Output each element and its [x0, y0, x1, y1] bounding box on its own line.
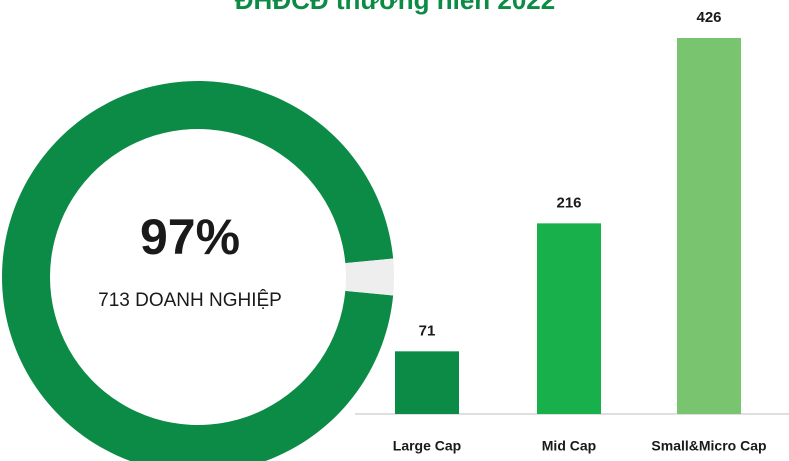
value-label: 426: [696, 9, 721, 26]
bar: [537, 223, 601, 414]
value-label: 71: [419, 322, 436, 339]
x-tick-label: Mid Cap: [542, 438, 596, 454]
chart-title: ĐHĐCĐ thường niên 2022: [235, 0, 555, 15]
center-value: 97%: [140, 209, 240, 265]
donut-segment: [345, 258, 395, 296]
x-tick-label: Small&Micro Cap: [651, 438, 766, 454]
x-tick-label: Large Cap: [393, 438, 461, 454]
value-label: 216: [556, 194, 581, 211]
bar: [677, 38, 741, 414]
center-annotation: 713 DOANH NGHIỆP: [98, 289, 282, 311]
donut-segment: [2, 81, 394, 461]
bar: [395, 351, 459, 414]
